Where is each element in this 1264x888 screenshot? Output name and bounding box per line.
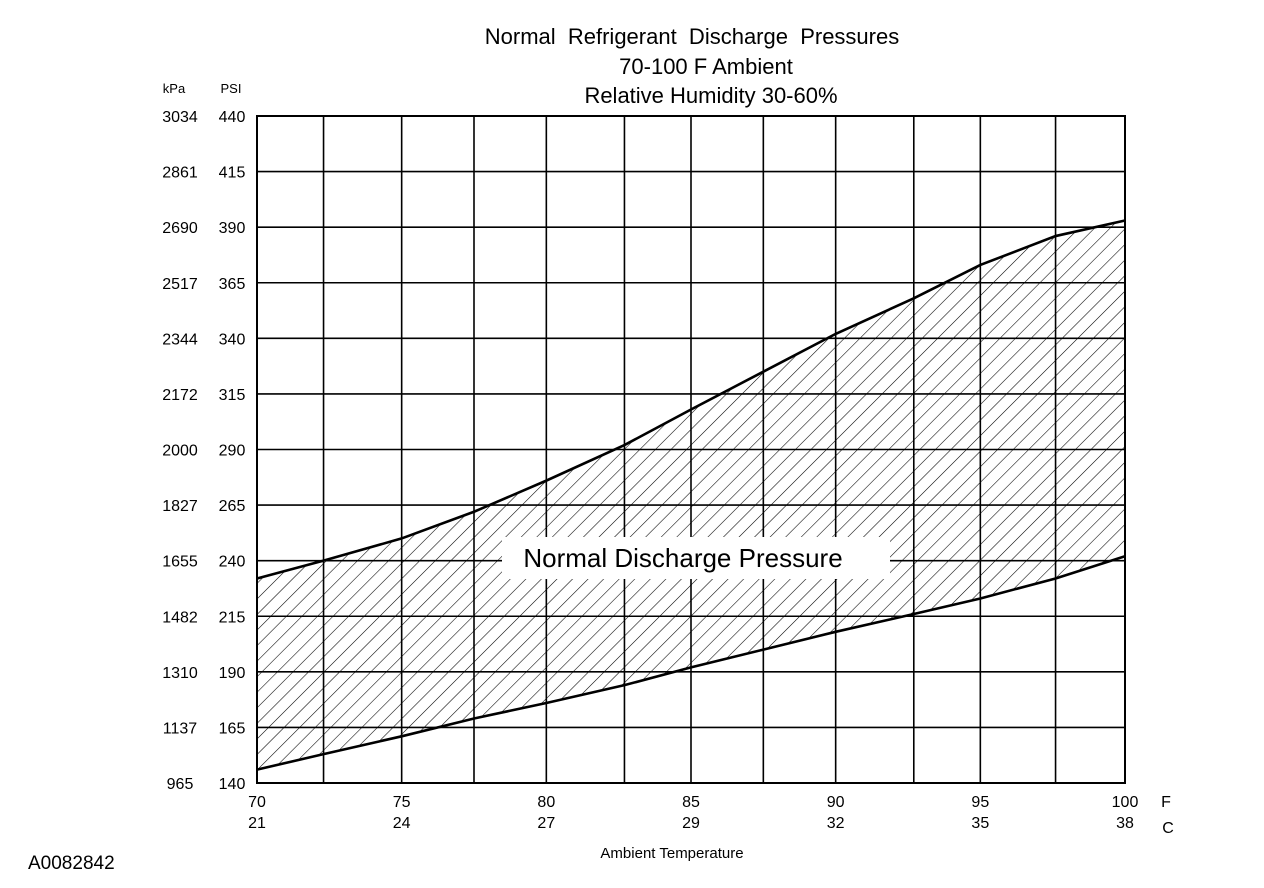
upper-limit-line — [256, 219, 1126, 580]
x-unit-c: C — [1162, 820, 1174, 837]
y-tick-kpa: 2517 — [162, 276, 198, 293]
y-tick-kpa: 2000 — [162, 443, 198, 460]
lower-limit-line — [256, 554, 1126, 771]
y-tick-psi: 265 — [219, 498, 246, 515]
y-tick-kpa: 2344 — [162, 331, 198, 348]
chart-title: Normal Refrigerant Discharge Pressures — [485, 24, 899, 49]
y-tick-psi: 215 — [219, 609, 246, 626]
y-unit-kpa: kPa — [163, 81, 186, 96]
x-tick-celsius: 38 — [1116, 815, 1134, 832]
figure-id: A0082842 — [28, 853, 115, 874]
x-tick-fahrenheit: 80 — [537, 794, 555, 811]
y-tick-kpa: 965 — [167, 776, 194, 793]
x-unit-f: F — [1161, 794, 1171, 811]
y-tick-psi: 190 — [219, 665, 246, 682]
y-tick-psi: 415 — [219, 165, 246, 182]
x-tick-celsius: 32 — [827, 815, 845, 832]
y-tick-kpa: 2690 — [162, 220, 198, 237]
x-tick-fahrenheit: 95 — [971, 794, 989, 811]
grid-lines — [256, 115, 1126, 784]
x-axis-label: Ambient Temperature — [600, 845, 743, 862]
y-tick-kpa: 1482 — [162, 609, 198, 626]
y-tick-psi: 315 — [219, 387, 246, 404]
y-tick-psi: 240 — [219, 554, 246, 571]
y-tick-psi: 290 — [219, 443, 246, 460]
x-tick-celsius: 27 — [537, 815, 555, 832]
y-tick-kpa: 2861 — [162, 165, 198, 182]
x-tick-celsius: 24 — [393, 815, 411, 832]
y-tick-kpa: 1827 — [162, 498, 198, 515]
y-tick-kpa: 1310 — [162, 665, 198, 682]
y-tick-psi: 390 — [219, 220, 246, 237]
y-axis-ticks: 3034 440 2861 415 2690 390 2517 365 2344 340 2172 3… — [162, 109, 245, 793]
chart-subtitle-humidity: Relative Humidity 30-60% — [584, 83, 837, 108]
chart-subtitle-ambient: 70-100 F Ambient — [619, 54, 793, 79]
y-tick-kpa: 3034 — [162, 109, 198, 126]
y-tick-psi: 140 — [219, 776, 246, 793]
x-tick-fahrenheit: 70 — [248, 794, 266, 811]
plot-frame — [256, 115, 1126, 784]
x-tick-fahrenheit: 75 — [393, 794, 411, 811]
band-label: Normal Discharge Pressure — [523, 543, 842, 573]
y-tick-kpa: 1655 — [162, 554, 198, 571]
y-tick-psi: 165 — [219, 720, 246, 737]
x-tick-celsius: 29 — [682, 815, 700, 832]
boundary-curves — [256, 219, 1126, 771]
x-tick-fahrenheit: 85 — [682, 794, 700, 811]
y-tick-psi: 365 — [219, 276, 246, 293]
x-tick-celsius: 21 — [248, 815, 266, 832]
y-tick-psi: 440 — [219, 109, 246, 126]
x-axis-ticks: 70 21 75 24 80 27 85 29 90 32 95 35 100 38 — [248, 794, 1138, 832]
y-tick-kpa: 2172 — [162, 387, 198, 404]
y-unit-psi: PSI — [221, 81, 242, 96]
x-tick-fahrenheit: 90 — [827, 794, 845, 811]
y-tick-psi: 340 — [219, 331, 246, 348]
x-tick-celsius: 35 — [971, 815, 989, 832]
band-label-background — [502, 537, 890, 579]
x-tick-fahrenheit: 100 — [1112, 794, 1139, 811]
y-tick-kpa: 1137 — [163, 720, 198, 737]
